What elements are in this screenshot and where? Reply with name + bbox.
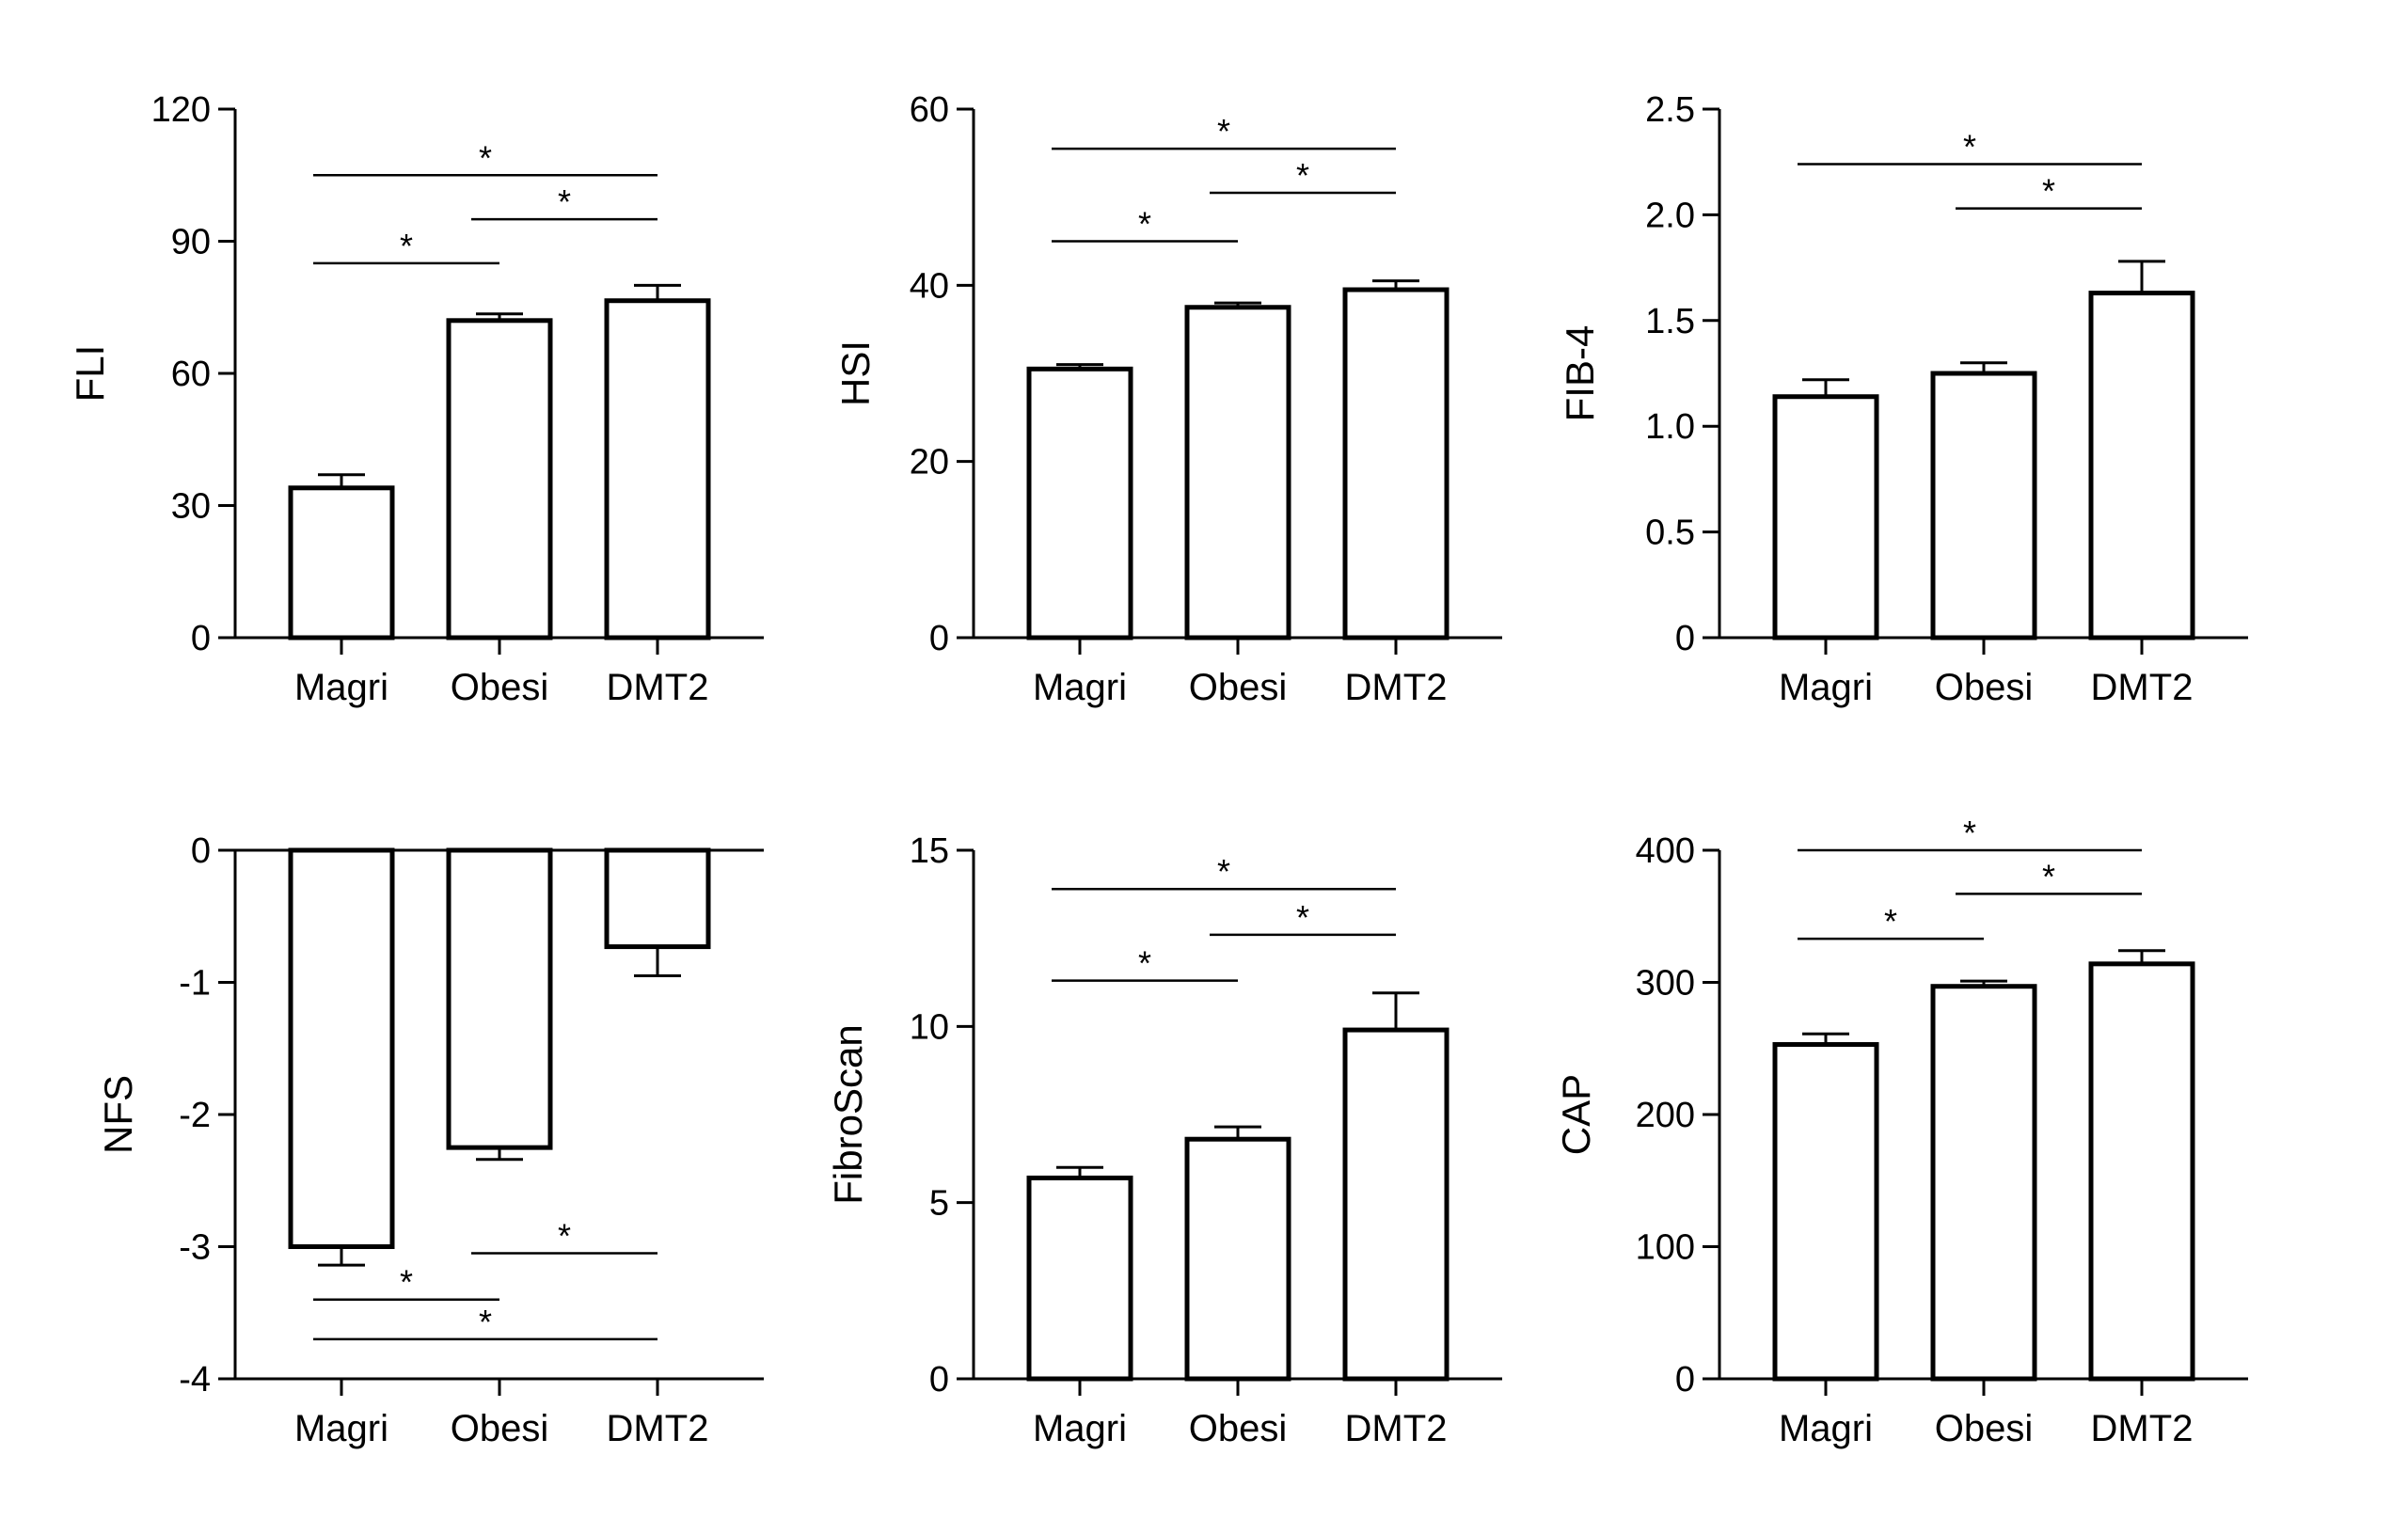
x-category-label: DMT2 (607, 667, 709, 708)
x-category-label: Obesi (451, 667, 549, 708)
bar-magri (288, 485, 395, 640)
x-category-label: Obesi (451, 1408, 549, 1449)
x-category-label: Obesi (1189, 667, 1288, 708)
y-tick-label: 300 (1636, 964, 1695, 1004)
y-axis-title: NFS (96, 1075, 140, 1154)
bar-dmt2 (604, 847, 711, 950)
significance-star: * (1296, 898, 1309, 937)
x-category-label: DMT2 (2091, 667, 2194, 708)
y-tick-label: 20 (910, 443, 949, 482)
y-axis-title: CAP (1554, 1074, 1598, 1155)
y-tick-label: 10 (910, 1007, 949, 1047)
bar-obesi (1184, 1136, 1291, 1382)
x-category-label: DMT2 (1345, 1408, 1448, 1449)
significance-star: * (1217, 852, 1230, 891)
y-tick-label: 2.5 (1645, 90, 1695, 130)
y-tick-label: 0 (1675, 619, 1695, 658)
bar-obesi (1930, 984, 2037, 1382)
x-category-label: Magri (1033, 667, 1127, 708)
bar-obesi (446, 847, 553, 1150)
chart-panel-fli: 0 30 60 90 120 Magri Obesi DMT2 * * * FLI (68, 90, 764, 708)
significance-star: * (1296, 156, 1309, 195)
significance-star: * (1884, 902, 1897, 941)
significance-star: * (1217, 112, 1230, 150)
y-tick-label: 1.0 (1645, 407, 1695, 447)
y-tick-label: -3 (179, 1228, 211, 1268)
x-category-label: Magri (1779, 667, 1873, 708)
bar-magri (1772, 394, 1879, 640)
y-tick-label: 0 (929, 619, 949, 658)
y-tick-label: 90 (171, 223, 211, 262)
significance-star: * (2042, 172, 2055, 211)
x-category-label: Obesi (1189, 1408, 1288, 1449)
x-category-label: Magri (294, 1408, 388, 1449)
x-category-label: DMT2 (607, 1408, 709, 1449)
y-tick-label: 0.5 (1645, 514, 1695, 553)
y-tick-label: -1 (179, 964, 211, 1004)
x-category-label: Obesi (1935, 667, 2034, 708)
y-tick-label: 60 (910, 90, 949, 130)
y-tick-label: 0 (191, 619, 211, 658)
y-tick-label: -4 (179, 1360, 211, 1399)
chart-panel-fibroscan: 0 5 10 15 Magri Obesi DMT2 * * * FibroScan (826, 831, 1502, 1449)
bar-dmt2 (1342, 287, 1450, 640)
x-category-label: DMT2 (2091, 1408, 2194, 1449)
significance-star: * (1138, 944, 1151, 983)
x-category-label: Obesi (1935, 1408, 2034, 1449)
y-tick-label: 2.0 (1645, 196, 1695, 235)
significance-star: * (1963, 127, 1976, 166)
significance-star: * (1963, 814, 1976, 852)
bar-magri (1026, 366, 1133, 640)
y-tick-label: 1.5 (1645, 302, 1695, 341)
bar-dmt2 (2088, 961, 2195, 1382)
bar-magri (1026, 1175, 1133, 1382)
bar-obesi (1930, 371, 2037, 640)
significance-star: * (400, 1263, 413, 1302)
significance-star: * (558, 182, 571, 221)
y-tick-label: 30 (171, 487, 211, 527)
y-tick-label: 200 (1636, 1096, 1695, 1135)
significance-star: * (479, 1303, 492, 1341)
chart-panel-cap: 0 100 200 300 400 Magri Obesi DMT2 * * * CAP (1554, 814, 2248, 1449)
bar-magri (1772, 1042, 1879, 1382)
y-tick-label: 0 (191, 831, 211, 871)
significance-star: * (479, 138, 492, 177)
chart-panel-hsi: 0 20 40 60 Magri Obesi DMT2 * * * HSI (833, 90, 1502, 708)
chart-panel-fib-4: 0 0.5 1.0 1.5 2.0 2.5 Magri Obesi DMT2 * * FIB-4 (1558, 90, 2248, 708)
x-category-label: Magri (1779, 1408, 1873, 1449)
y-axis-title: HSI (833, 340, 878, 406)
x-category-label: Magri (1033, 1408, 1127, 1449)
bar-obesi (446, 318, 553, 640)
significance-star: * (2042, 857, 2055, 895)
bar-dmt2 (604, 298, 711, 640)
bar-magri (288, 847, 395, 1249)
significance-star: * (558, 1217, 571, 1256)
x-category-label: Magri (294, 667, 388, 708)
y-tick-label: 5 (929, 1184, 949, 1224)
chart-panel-nfs: -4 -3 -2 -1 0 Magri Obesi DMT2 * * * NFS (96, 831, 764, 1449)
y-tick-label: 40 (910, 266, 949, 306)
significance-star: * (1138, 205, 1151, 244)
y-tick-label: -2 (179, 1096, 211, 1135)
y-tick-label: 120 (151, 90, 211, 130)
y-tick-label: 15 (910, 831, 949, 871)
bar-dmt2 (1342, 1027, 1450, 1382)
x-category-label: DMT2 (1345, 667, 1448, 708)
y-tick-label: 0 (929, 1360, 949, 1399)
y-tick-label: 100 (1636, 1228, 1695, 1268)
y-axis-title: FLI (68, 345, 112, 403)
significance-star: * (400, 227, 413, 265)
y-axis-title: FIB-4 (1558, 325, 1602, 422)
bar-obesi (1184, 305, 1291, 640)
y-tick-label: 0 (1675, 1360, 1695, 1399)
bar-dmt2 (2088, 291, 2195, 640)
y-axis-title: FibroScan (826, 1024, 870, 1204)
y-tick-label: 400 (1636, 831, 1695, 871)
y-tick-label: 60 (171, 355, 211, 394)
